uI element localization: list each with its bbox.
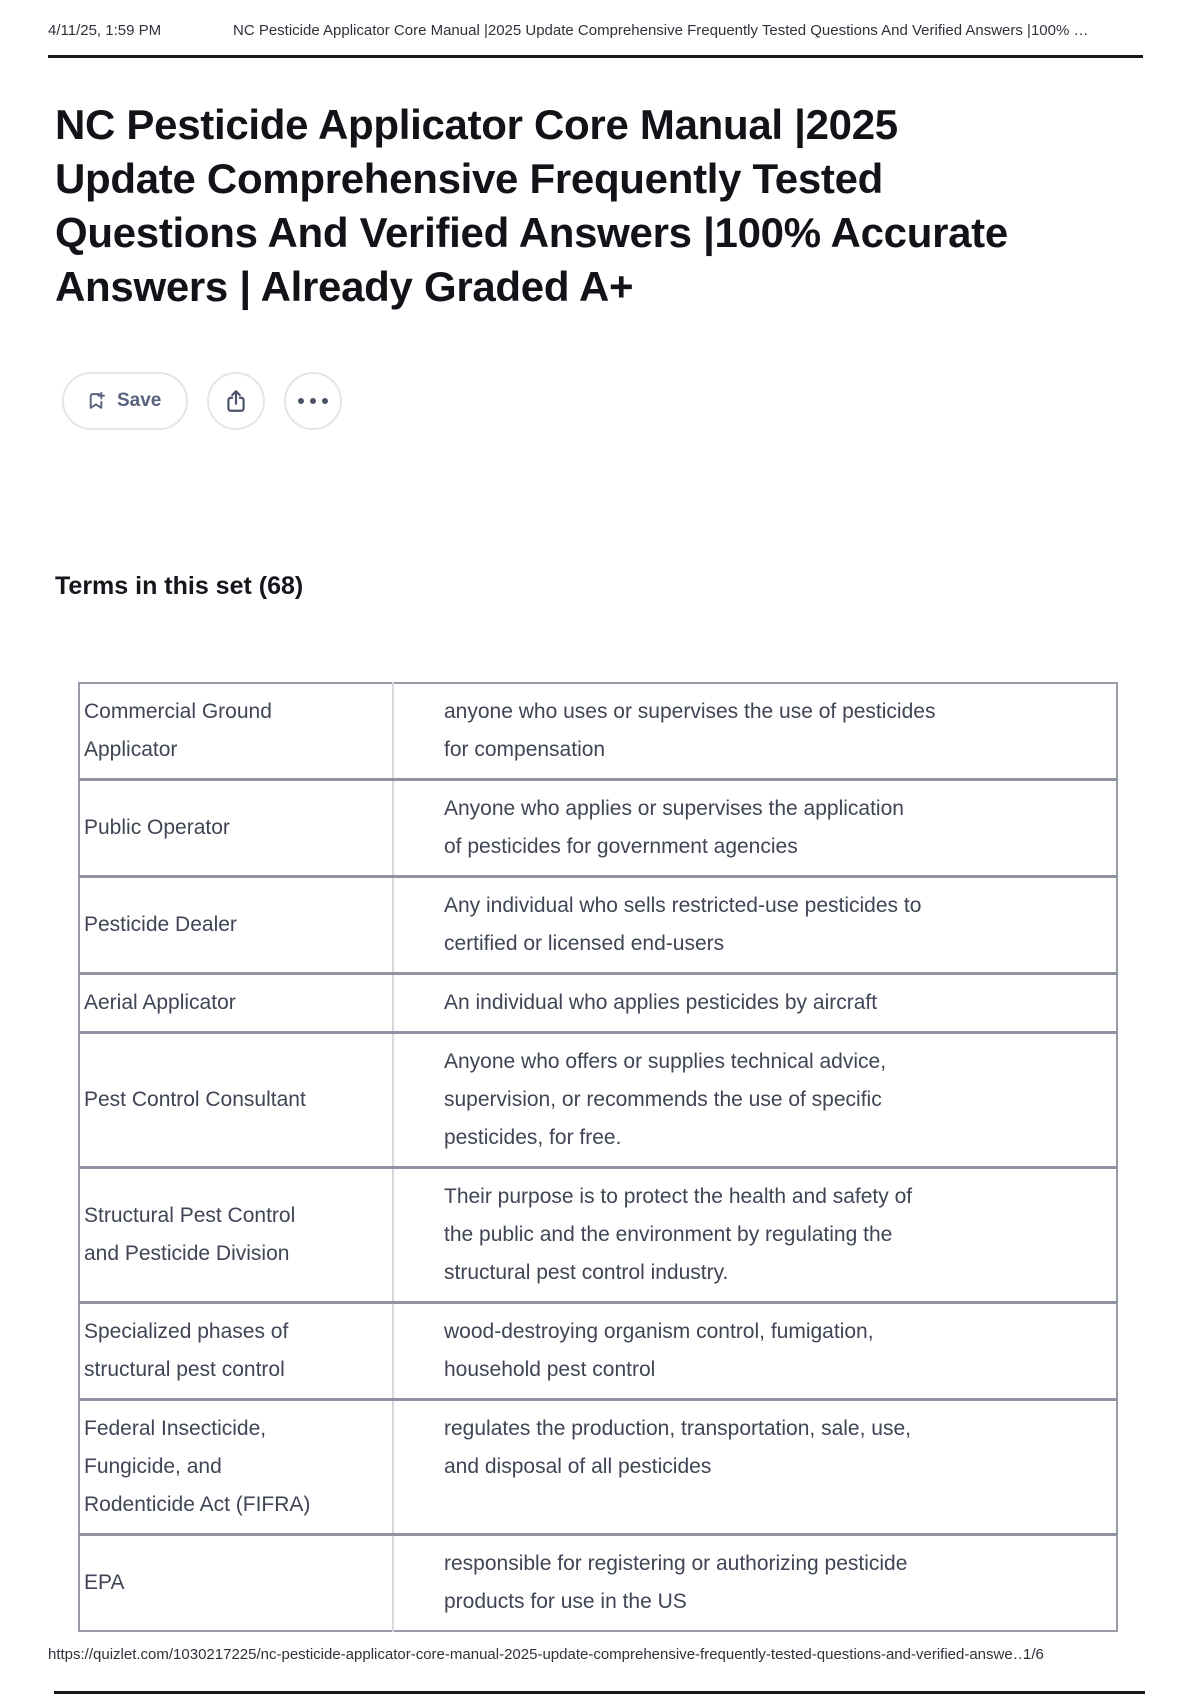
definition-cell: Their purpose is to protect the health a… [392,1166,1117,1303]
print-footer-page-number: 1/6 [1023,1646,1044,1663]
term-cell: Commercial Ground Applicator [84,700,272,761]
definition-cell: wood-destroying organism control, fumiga… [392,1301,1117,1400]
action-buttons-row: Save [62,372,343,430]
terms-section-heading: Terms in this set (68) [55,572,304,600]
share-button[interactable] [207,372,266,430]
print-header-title: NC Pesticide Applicator Core Manual |202… [233,22,1089,39]
definition-cell: responsible for registering or authorizi… [392,1533,1117,1631]
terms-table: Commercial Ground Applicator anyone who … [78,682,1118,1632]
table-row: Federal Insecticide, Fungicide, and Rode… [79,1398,1117,1535]
page-title: NC Pesticide Applicator Core Manual |202… [55,101,1008,310]
table-row: Aerial Applicator An individual who appl… [79,972,1117,1033]
table-row: EPA responsible for registering or autho… [79,1533,1117,1631]
definition-cell: An individual who applies pesticides by … [392,972,1117,1033]
definition-cell: Anyone who applies or supervises the app… [392,778,1117,877]
ellipsis-icon [298,398,329,404]
term-cell: Aerial Applicator [79,972,393,1033]
table-row: Commercial Ground Applicator anyone who … [79,683,1117,780]
bookmark-plus-icon [85,390,107,412]
print-header-datetime: 4/11/25, 1:59 PM [48,22,162,39]
definition-cell: regulates the production, transportation… [392,1398,1117,1535]
table-row: Pesticide Dealer Any individual who sell… [79,875,1117,974]
print-footer-url: https://quizlet.com/1030217225/nc-pestic… [48,1646,1028,1663]
share-icon [223,388,249,414]
term-cell: Pesticide Dealer [79,875,393,974]
term-cell: Pest Control Consultant [79,1031,393,1168]
header-rule [48,55,1143,58]
save-button[interactable]: Save [62,372,189,430]
term-cell: Structural Pest Control and Pesticide Di… [79,1166,393,1303]
definition-cell: Anyone who offers or supplies technical … [392,1031,1117,1168]
table-row: Pest Control Consultant Anyone who offer… [79,1031,1117,1168]
table-row: Specialized phases of structural pest co… [79,1301,1117,1400]
term-cell: Public Operator [79,778,393,877]
term-cell: EPA [79,1533,393,1631]
save-button-label: Save [117,390,162,411]
term-cell: Specialized phases of structural pest co… [79,1301,393,1400]
more-options-button[interactable] [284,372,343,430]
term-cell: Federal Insecticide, Fungicide, and Rode… [79,1398,393,1535]
definition-cell: anyone who uses or supervises the use of… [392,683,1117,780]
footer-rule [54,1691,1145,1694]
table-row: Public Operator Anyone who applies or su… [79,778,1117,877]
table-row: Structural Pest Control and Pesticide Di… [79,1166,1117,1303]
definition-cell: Any individual who sells restricted-use … [392,875,1117,974]
